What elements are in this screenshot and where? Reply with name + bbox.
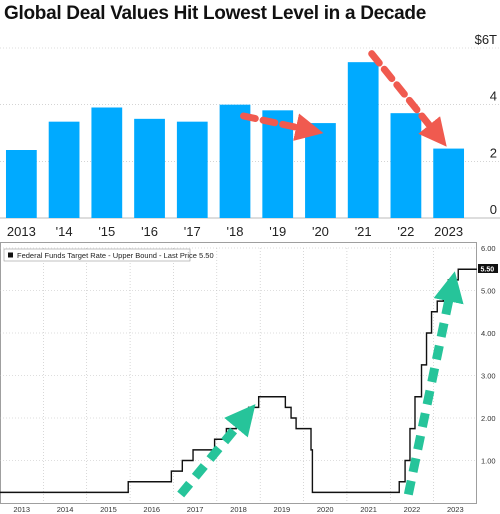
x-tick-label: 2016 — [143, 505, 160, 514]
x-tick-label: 2019 — [274, 505, 291, 514]
y-tick-label: 5.00 — [481, 287, 496, 296]
bar — [433, 148, 465, 218]
x-tick-label: 2022 — [404, 505, 421, 514]
plot-frame — [0, 242, 477, 504]
x-tick-label: 2013 — [13, 505, 30, 514]
x-tick-label: 2020 — [317, 505, 334, 514]
rate-line — [0, 268, 477, 494]
y-tick-label: 6.00 — [481, 244, 496, 253]
x-tick-label: '15 — [98, 224, 115, 239]
x-tick-label: '22 — [397, 224, 414, 239]
bar — [48, 121, 80, 218]
x-tick-label: 2023 — [434, 224, 463, 239]
trend-arrow — [177, 404, 256, 498]
bar — [305, 123, 336, 218]
x-tick-label: '16 — [141, 224, 158, 239]
x-tick-label: 2017 — [187, 505, 204, 514]
last-price-label: 5.50 — [481, 267, 495, 274]
y-tick-label: $6T — [475, 32, 497, 47]
x-tick-label: 2014 — [57, 505, 74, 514]
x-tick-label: '18 — [227, 224, 244, 239]
y-tick-label: 2.00 — [481, 414, 496, 423]
y-tick-label: 4.00 — [481, 329, 496, 338]
legend: Federal Funds Target Rate - Upper Bound … — [3, 248, 214, 262]
y-tick-label: 2 — [490, 145, 497, 160]
y-tick-label: 4 — [490, 89, 497, 104]
x-tick-label: '21 — [355, 224, 372, 239]
bar — [347, 62, 379, 218]
y-tick-label: 3.00 — [481, 372, 496, 381]
last-price-badge: 5.50 — [478, 264, 498, 274]
x-tick-label: 2013 — [7, 224, 36, 239]
x-tick-label: 2015 — [100, 505, 117, 514]
bar — [5, 150, 37, 218]
chart-title: Global Deal Values Hit Lowest Level in a… — [4, 3, 427, 24]
legend-swatch — [8, 252, 13, 258]
legend-label: Federal Funds Target Rate - Upper Bound … — [17, 251, 214, 260]
bar — [219, 104, 251, 218]
y-tick-label: 0 — [490, 202, 497, 217]
trend-arrow — [240, 112, 324, 141]
bar — [134, 118, 165, 218]
x-tick-label: 2018 — [230, 505, 247, 514]
x-tick-label: 2023 — [447, 505, 464, 514]
bar — [91, 107, 123, 218]
y-tick-label: 1.00 — [481, 457, 496, 466]
bar — [176, 121, 208, 218]
trend-arrow — [368, 50, 447, 147]
x-tick-label: '20 — [312, 224, 329, 239]
bar — [390, 113, 422, 218]
fed-funds-rate-chart: 1.00 2.00 3.00 4.00 5.00 6.00 2013 2014 2015 201… — [0, 242, 498, 514]
x-tick-label: '14 — [56, 224, 73, 239]
x-tick-label: '19 — [269, 224, 286, 239]
x-tick-label: 2021 — [360, 505, 377, 514]
trend-arrow — [403, 271, 464, 496]
deal-values-bar-chart: 0 2 4 $6T 2013 '14 '15 '16 '17 '18 '19 '20 '21 '22 20… — [0, 32, 500, 239]
x-tick-label: '17 — [184, 224, 201, 239]
